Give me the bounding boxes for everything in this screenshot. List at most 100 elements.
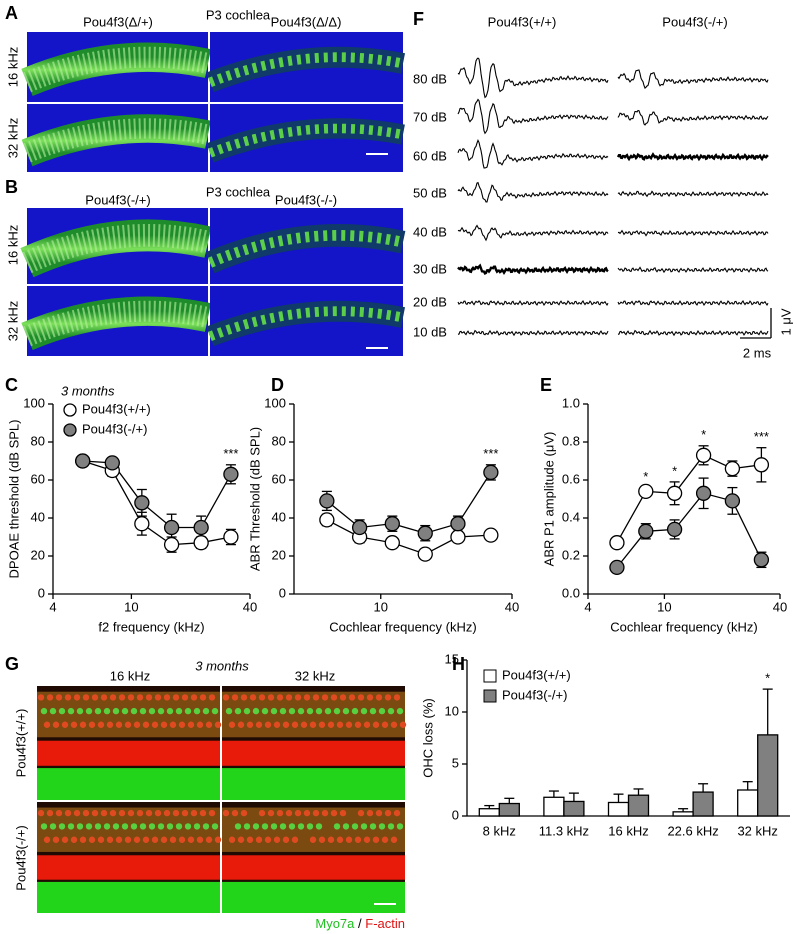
y-tick-label: 0.0 bbox=[562, 585, 580, 600]
hair-cell bbox=[175, 823, 183, 830]
x-tick-label: 11.3 kHz bbox=[539, 823, 589, 838]
abr-trace bbox=[616, 152, 769, 162]
hair-cell bbox=[178, 836, 186, 843]
hair-cell bbox=[130, 823, 138, 830]
hair-cell bbox=[297, 707, 305, 715]
x-axis-label: Cochlear frequency (kHz) bbox=[610, 619, 757, 634]
hair-cell bbox=[312, 694, 320, 701]
hair-cell bbox=[390, 721, 398, 728]
ihc-band bbox=[222, 768, 405, 800]
separator: / bbox=[358, 916, 362, 931]
hair-cell bbox=[70, 721, 78, 728]
hair-cell bbox=[61, 836, 69, 843]
data-point bbox=[666, 521, 683, 538]
hair-cell bbox=[315, 823, 323, 830]
hair-cell bbox=[318, 836, 326, 843]
x-tick-label: 10 bbox=[657, 599, 671, 614]
hair-cell bbox=[255, 836, 263, 843]
hair-cell bbox=[336, 836, 344, 843]
abr-trace bbox=[617, 69, 769, 90]
hair-cell bbox=[166, 707, 174, 715]
y-tick-label: 0.8 bbox=[562, 433, 580, 448]
hair-cell bbox=[67, 707, 75, 715]
hair-cell bbox=[303, 809, 311, 817]
data-point bbox=[695, 485, 712, 501]
hair-cell bbox=[378, 707, 386, 715]
panel-label: F bbox=[413, 9, 424, 29]
data-point bbox=[753, 457, 770, 473]
micrographs bbox=[20, 208, 406, 356]
abr-traces: 80 dB 70 dB 60 dB 50 dB 40 dB 30 dB 20 dB 10 dB bbox=[413, 57, 769, 339]
hair-cell bbox=[240, 809, 248, 817]
hair-cell bbox=[145, 694, 153, 701]
hair-cell bbox=[357, 809, 365, 817]
hair-cell bbox=[58, 823, 66, 830]
hair-cell-band bbox=[20, 219, 212, 278]
data-point bbox=[417, 525, 433, 541]
hair-cell bbox=[73, 694, 81, 701]
y-axis-label: DPOAE threshold (dB SPL) bbox=[6, 420, 21, 579]
hair-cell bbox=[267, 694, 275, 701]
row-label: Pou4f3(+/+) bbox=[13, 709, 28, 778]
hair-cell bbox=[163, 694, 171, 701]
data-point bbox=[724, 460, 741, 477]
panel-label: G bbox=[5, 654, 19, 674]
hair-cell bbox=[366, 809, 374, 817]
panel-label: A bbox=[5, 3, 18, 23]
hair-cell bbox=[133, 721, 141, 728]
hair-cell bbox=[228, 721, 236, 728]
hair-cell bbox=[118, 809, 126, 817]
hair-cell bbox=[360, 823, 368, 830]
significance: * bbox=[765, 671, 770, 686]
stain: Myo7a bbox=[315, 916, 355, 931]
y-tick-label: 0 bbox=[279, 585, 286, 600]
hair-cell-band bbox=[21, 296, 212, 350]
hair-cell bbox=[133, 836, 141, 843]
abr-trace bbox=[617, 109, 769, 126]
abr-trace bbox=[457, 98, 609, 135]
ihc-band bbox=[222, 881, 405, 913]
abr-trace bbox=[457, 263, 609, 275]
hair-cell bbox=[94, 823, 102, 830]
hair-cell bbox=[225, 707, 233, 715]
data-point bbox=[223, 466, 239, 482]
hair-cell bbox=[157, 707, 165, 715]
hair-cell bbox=[40, 823, 48, 830]
hair-cell bbox=[181, 694, 189, 701]
hair-cell bbox=[237, 721, 245, 728]
y-axis-label: ABR Threshold (dB SPL) bbox=[247, 427, 262, 571]
hair-cell bbox=[79, 836, 87, 843]
hair-cell bbox=[300, 721, 308, 728]
hair-cell bbox=[127, 809, 135, 817]
hair-cell bbox=[231, 809, 239, 817]
hair-cell bbox=[64, 694, 72, 701]
hair-cell bbox=[246, 721, 254, 728]
data-point bbox=[666, 485, 683, 501]
hair-cell bbox=[342, 707, 350, 715]
bar bbox=[737, 789, 759, 817]
data-point bbox=[384, 535, 400, 551]
data-point bbox=[75, 453, 91, 469]
significance: * bbox=[701, 427, 706, 442]
hair-cell bbox=[396, 707, 404, 715]
hair-cell bbox=[55, 694, 63, 701]
y-tick-label: 60 bbox=[272, 471, 286, 486]
hair-cell bbox=[273, 721, 281, 728]
hair-cell bbox=[214, 721, 222, 728]
y-tick-label: 20 bbox=[272, 547, 286, 562]
hair-cell bbox=[375, 809, 383, 817]
hair-cell bbox=[294, 694, 302, 701]
hair-cell bbox=[387, 823, 395, 830]
y-tick-label: 0.4 bbox=[562, 509, 580, 524]
hair-cell bbox=[109, 694, 117, 701]
hair-cell bbox=[172, 809, 180, 817]
hair-cell bbox=[387, 707, 395, 715]
column-label: 32 kHz bbox=[295, 668, 335, 683]
series-line bbox=[616, 492, 762, 568]
hair-cell bbox=[103, 707, 111, 715]
hair-cell bbox=[261, 707, 269, 715]
data-point bbox=[417, 546, 433, 562]
hair-cell bbox=[121, 707, 129, 715]
